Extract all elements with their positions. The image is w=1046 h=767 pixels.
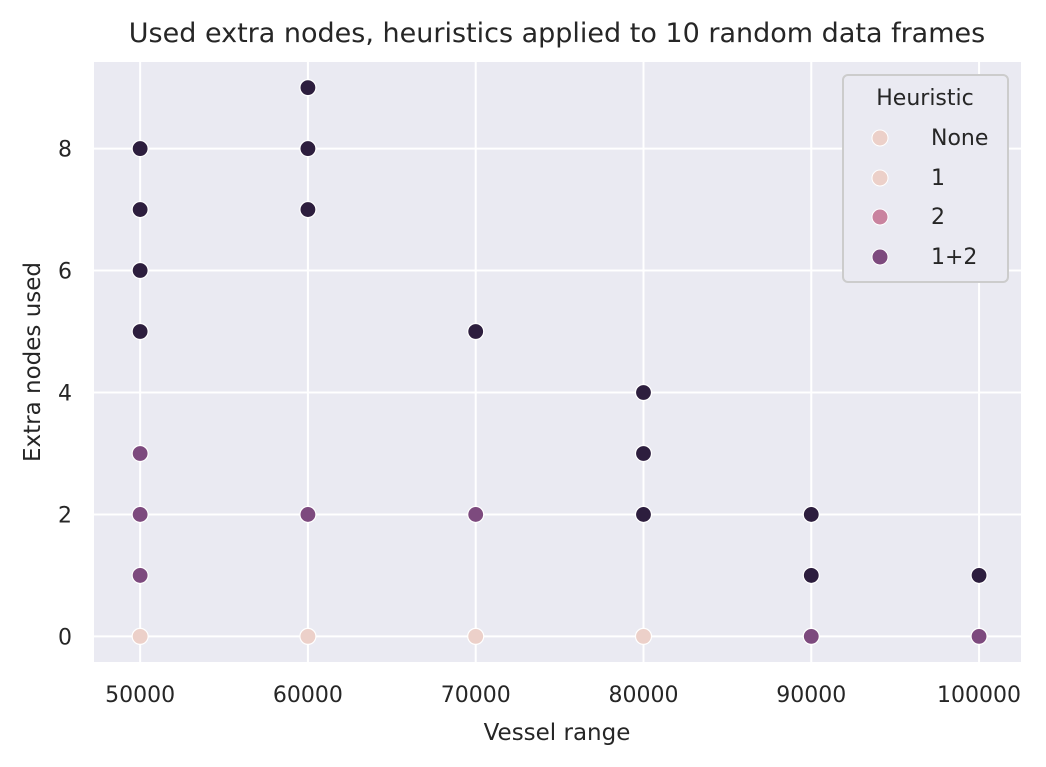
data-point	[634, 444, 653, 463]
chart-title: Used extra nodes, heuristics applied to …	[129, 18, 985, 49]
data-point	[802, 566, 820, 585]
data-point	[634, 505, 653, 524]
y-axis-label: Extra nodes used	[20, 262, 46, 462]
data-point	[634, 627, 653, 645]
data-point	[131, 627, 149, 645]
legend-marker-1	[871, 169, 889, 187]
data-point	[299, 505, 317, 524]
y-tick-label: 8	[58, 138, 72, 163]
data-point	[299, 139, 317, 158]
data-point	[131, 200, 149, 219]
legend-frame	[842, 74, 1009, 283]
legend-marker-2	[871, 208, 889, 226]
axis-ticks: 50000 60000 70000 80000 90000 100000 0 2 4 6 8	[58, 138, 1021, 708]
x-tick-label: 50000	[105, 683, 175, 708]
data-point	[131, 444, 149, 463]
data-point	[802, 627, 820, 645]
y-tick-label: 4	[58, 381, 72, 406]
legend-label-2: 2	[931, 205, 945, 230]
data-point	[131, 261, 149, 280]
y-tick-label: 2	[58, 503, 72, 528]
data-point	[131, 322, 149, 341]
data-point	[634, 383, 653, 402]
y-tick-label: 6	[58, 260, 72, 285]
legend-label-1: 1	[931, 166, 945, 191]
legend-marker-none	[871, 129, 889, 147]
x-axis-label: Vessel range	[484, 720, 631, 746]
legend-title: Heuristic	[876, 86, 973, 111]
data-point	[131, 566, 149, 585]
data-point	[467, 627, 485, 645]
x-tick-label: 60000	[273, 683, 343, 708]
legend-marker-1plus2	[871, 248, 889, 266]
data-point	[467, 322, 485, 341]
data-point	[970, 566, 988, 585]
x-tick-label: 80000	[608, 683, 678, 708]
x-tick-label: 90000	[776, 683, 846, 708]
data-point	[131, 505, 149, 524]
data-point	[131, 139, 149, 158]
data-point	[970, 627, 988, 645]
data-point	[299, 79, 317, 97]
data-points	[131, 79, 988, 645]
legend: Heuristic None 1 2 1+2	[842, 74, 1009, 283]
data-point	[299, 200, 317, 219]
x-tick-label: 100000	[937, 683, 1021, 708]
x-tick-label: 70000	[441, 683, 511, 708]
data-point	[299, 627, 317, 645]
data-point	[802, 505, 820, 524]
legend-label-none: None	[931, 126, 988, 151]
legend-label-1plus2: 1+2	[931, 245, 977, 270]
y-tick-label: 0	[58, 625, 72, 650]
data-point	[467, 505, 485, 524]
